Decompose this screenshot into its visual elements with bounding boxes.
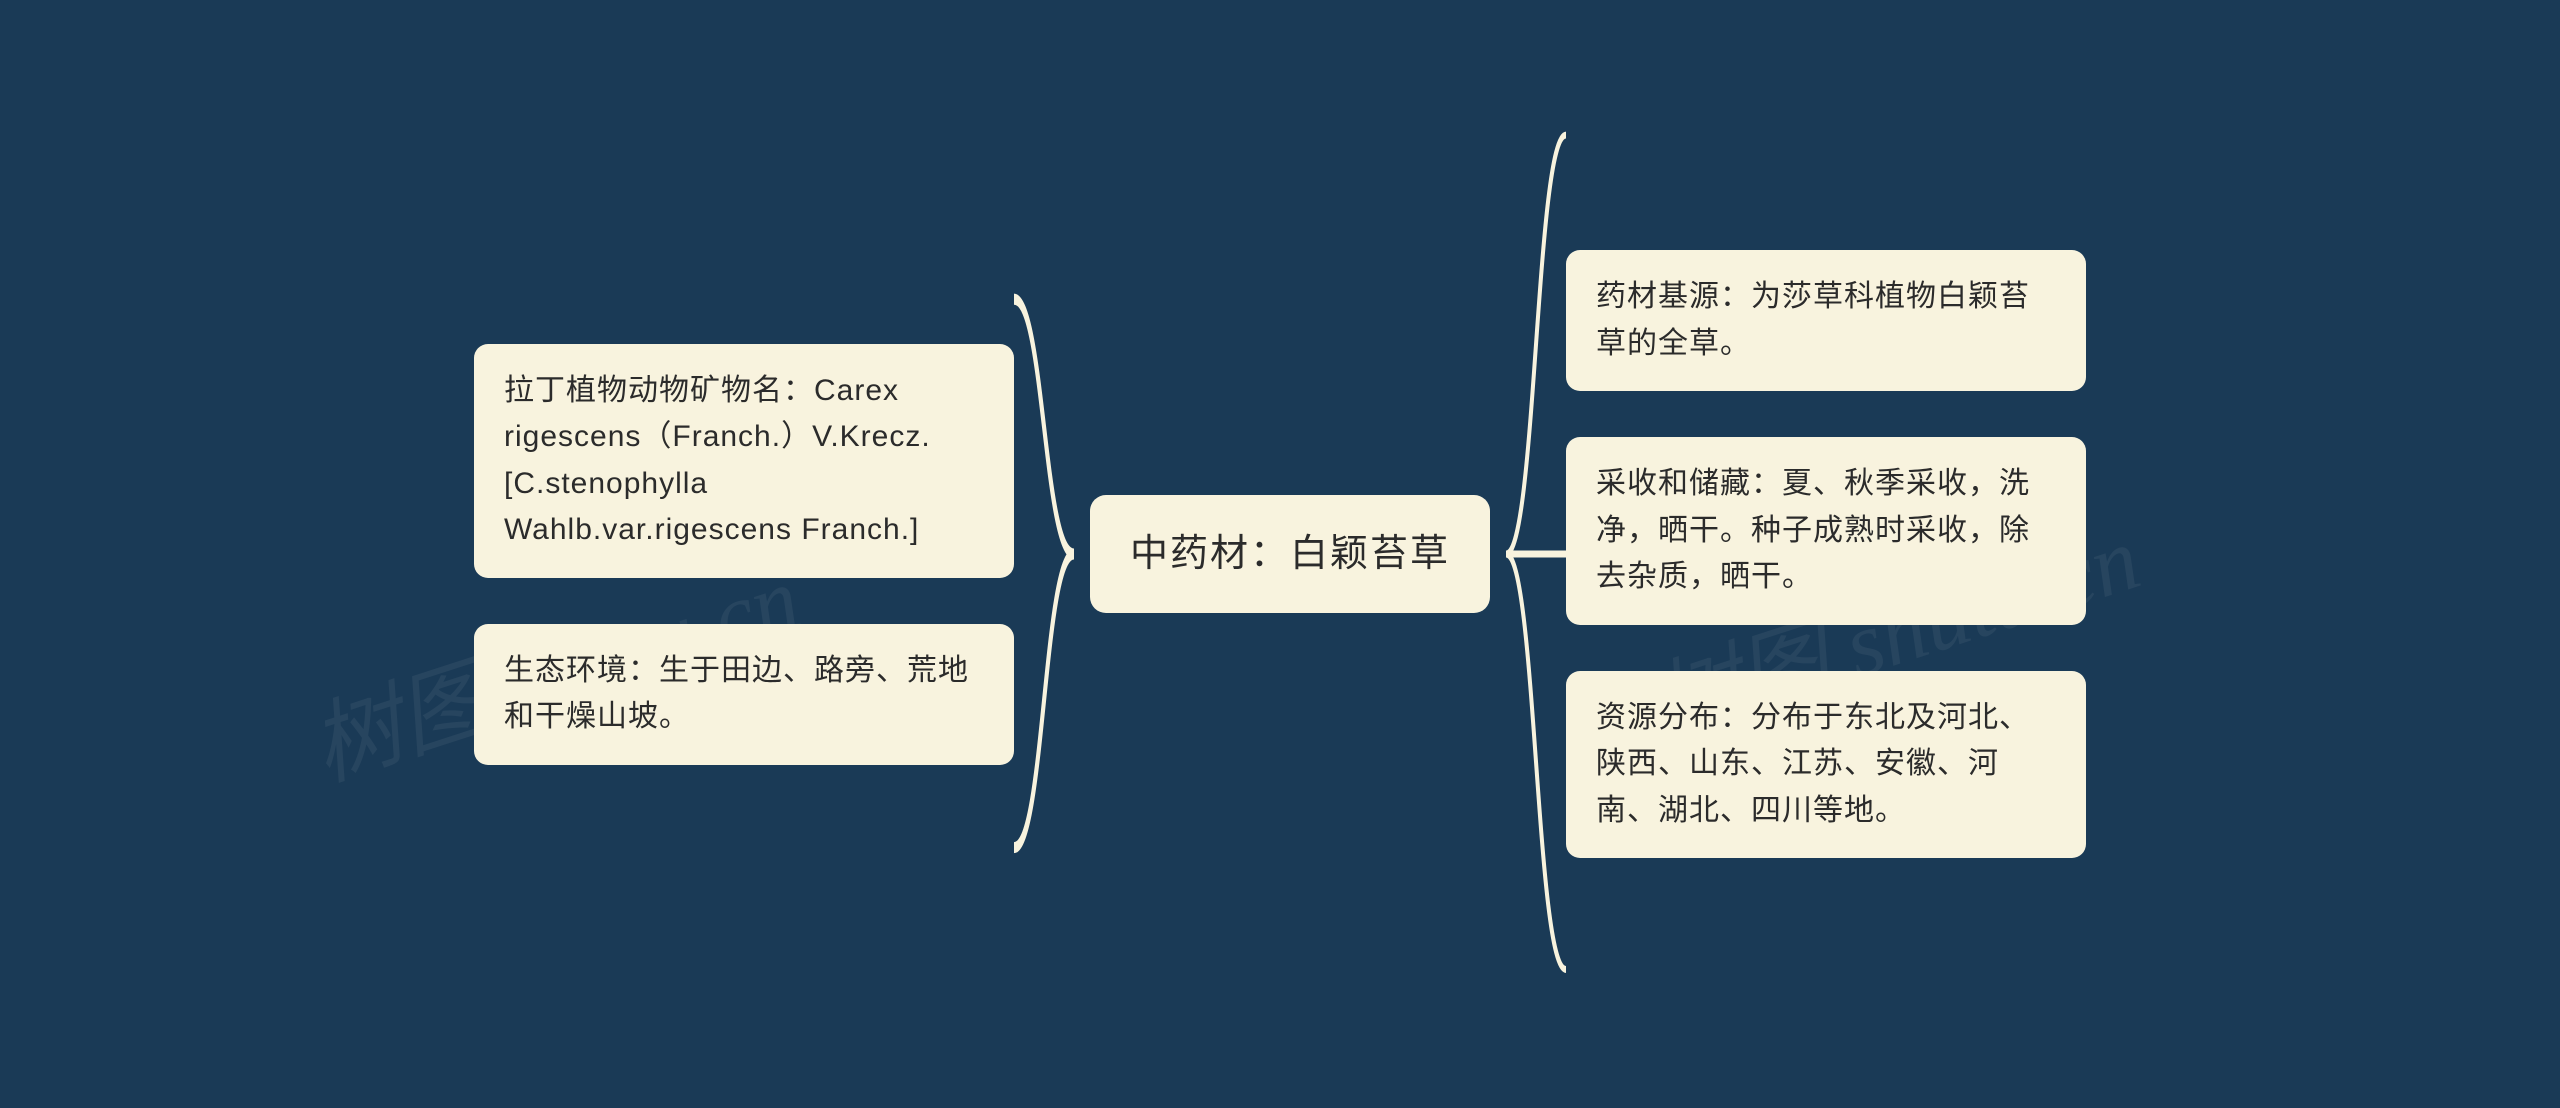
leaf-harvest: 采收和储藏：夏、秋季采收，洗净，晒干。种子成熟时采收，除去杂质，晒干。 — [1566, 437, 2086, 625]
leaf-habitat: 生态环境：生于田边、路旁、荒地和干燥山坡。 — [474, 624, 1014, 765]
connector-left — [1014, 0, 1074, 1108]
leaf-source: 药材基源：为莎草科植物白颖苔草的全草。 — [1566, 250, 2086, 391]
left-branch-column: 拉丁植物动物矿物名：Carex rigescens（Franch.）V.Krec… — [474, 344, 1014, 765]
leaf-distribution: 资源分布：分布于东北及河北、陕西、山东、江苏、安徽、河南、湖北、四川等地。 — [1566, 671, 2086, 859]
mindmap-root: 拉丁植物动物矿物名：Carex rigescens（Franch.）V.Krec… — [0, 0, 2560, 1108]
right-branch-column: 药材基源：为莎草科植物白颖苔草的全草。 采收和储藏：夏、秋季采收，洗净，晒干。种… — [1566, 250, 2086, 858]
center-node: 中药材：白颖苔草 — [1090, 495, 1490, 614]
connector-right — [1506, 0, 1566, 1108]
leaf-latin-name: 拉丁植物动物矿物名：Carex rigescens（Franch.）V.Krec… — [474, 344, 1014, 578]
